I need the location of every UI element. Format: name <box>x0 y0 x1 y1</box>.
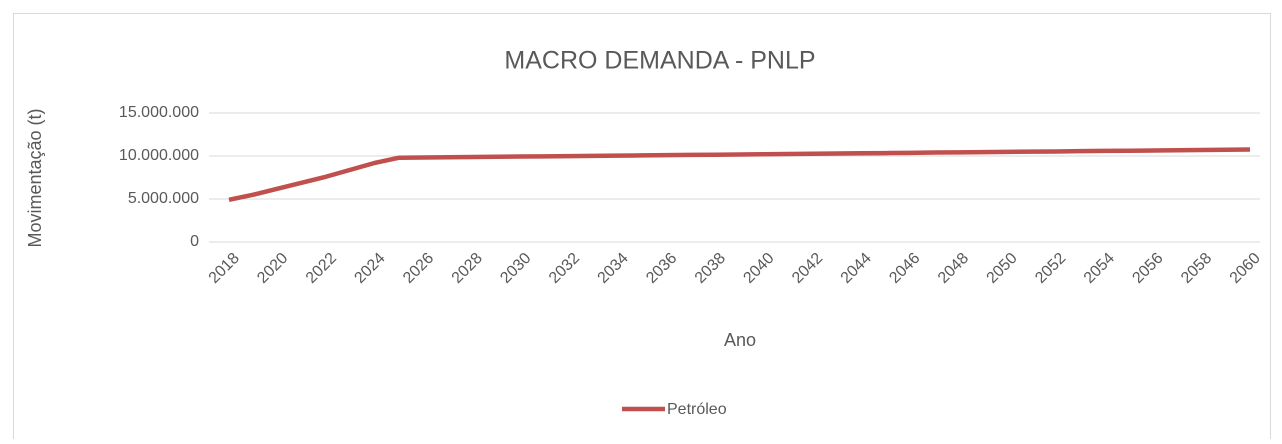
legend-label: Petróleo <box>667 401 727 418</box>
y-tick-label: 5.000.000 <box>128 190 199 207</box>
y-axis-label: Movimentação (t) <box>25 108 45 247</box>
chart-frame <box>13 13 1271 444</box>
x-axis-label: Ano <box>724 330 756 350</box>
y-tick-label: 0 <box>190 233 199 250</box>
y-tick-label: 10.000.000 <box>119 147 199 164</box>
y-tick-label: 15.000.000 <box>119 104 199 121</box>
chart-title: MACRO DEMANDA - PNLP <box>504 47 815 75</box>
data-line <box>228 147 1251 203</box>
